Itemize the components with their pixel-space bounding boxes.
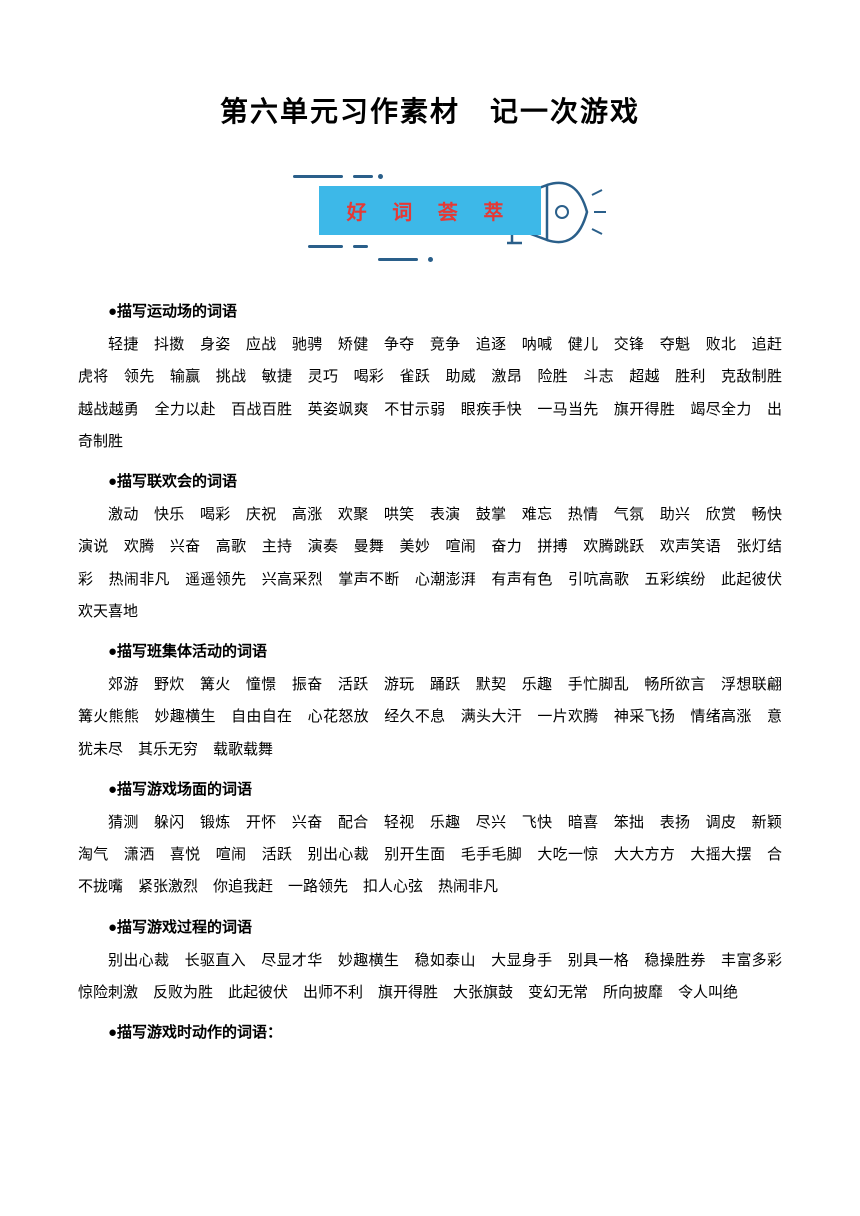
banner-graphic: 好 词 荟 萃 — [78, 150, 782, 270]
sections-container: ●描写运动场的词语轻捷 抖擞 身姿 应战 驰骋 矫健 争夺 竞争 追逐 呐喊 健… — [78, 300, 782, 1042]
word-list: 郊游 野炊 篝火 憧憬 振奋 活跃 游玩 踊跃 默契 乐趣 手忙脚乱 畅所欲言 … — [78, 669, 782, 766]
word-list: 猜测 躲闪 锻炼 开怀 兴奋 配合 轻视 乐趣 尽兴 飞快 暗喜 笨拙 表扬 调… — [78, 807, 782, 904]
section-header: ●描写游戏场面的词语 — [78, 778, 782, 799]
section-header: ●描写班集体活动的词语 — [78, 640, 782, 661]
word-list: 别出心裁 长驱直入 尽显才华 妙趣横生 稳如泰山 大显身手 别具一格 稳操胜券 … — [78, 945, 782, 1010]
section-header: ●描写游戏过程的词语 — [78, 916, 782, 937]
page-title: 第六单元习作素材 记一次游戏 — [78, 90, 782, 130]
word-list: 轻捷 抖擞 身姿 应战 驰骋 矫健 争夺 竞争 追逐 呐喊 健儿 交锋 夺魁 败… — [78, 329, 782, 458]
section-header: ●描写联欢会的词语 — [78, 470, 782, 491]
section-header: ●描写游戏时动作的词语： — [78, 1021, 782, 1042]
banner-label: 好 词 荟 萃 — [319, 186, 542, 235]
word-list: 激动 快乐 喝彩 庆祝 高涨 欢聚 哄笑 表演 鼓掌 难忘 热情 气氛 助兴 欣… — [78, 499, 782, 628]
section-header: ●描写运动场的词语 — [78, 300, 782, 321]
